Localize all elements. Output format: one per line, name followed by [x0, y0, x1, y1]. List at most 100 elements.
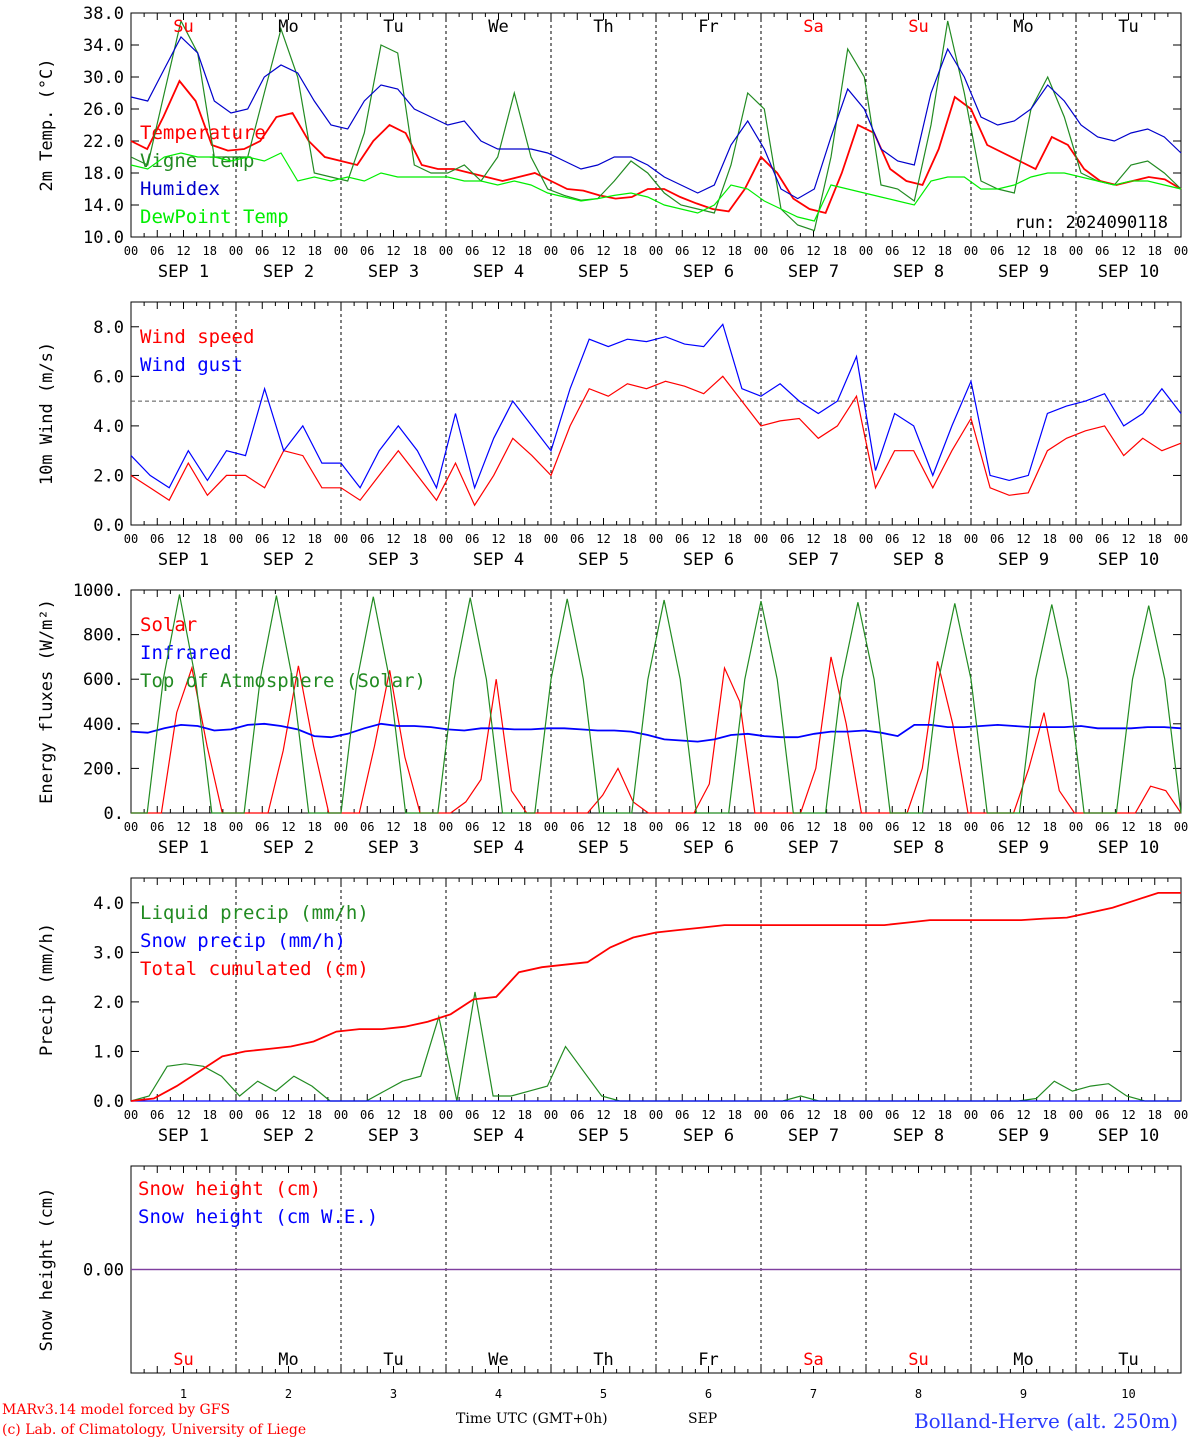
- panel-1: 10.0 14.0 18.0 22.0 26.0 30.0 34.0 38.0 2m Temp.…: [37, 4, 1188, 282]
- hour-tick-label: 00: [1069, 1108, 1083, 1122]
- day-number-label: 10: [1121, 1387, 1135, 1401]
- hour-tick-label: 06: [675, 820, 689, 834]
- hour-tick-label: 06: [255, 1108, 269, 1122]
- model-credit: MARv3.14 model forced by GFS: [2, 1402, 230, 1418]
- y-axis-label: Precip (mm/h): [37, 923, 57, 1056]
- series-line-0: [130, 375, 1182, 507]
- hour-tick-label: 00: [124, 820, 138, 834]
- hour-tick-label: 00: [334, 244, 348, 258]
- hour-tick-label: 06: [465, 820, 479, 834]
- hour-tick-label: 18: [203, 532, 217, 546]
- weekday-label: Tu: [1118, 17, 1138, 37]
- day-number-label: 3: [390, 1387, 397, 1401]
- hour-tick-label: 00: [649, 532, 663, 546]
- hour-tick-label: 18: [833, 532, 847, 546]
- hour-tick-label: 12: [1016, 244, 1030, 258]
- hour-tick-label: 18: [1148, 244, 1162, 258]
- weekday-label: Su: [173, 17, 193, 37]
- y-tick-label: 200.: [83, 759, 124, 779]
- date-label: SEP 10: [1098, 550, 1159, 570]
- weekday-label: Tu: [1118, 1350, 1138, 1370]
- weekday-label: Mo: [278, 17, 298, 37]
- hour-tick-label: 18: [623, 532, 637, 546]
- legend-entry: Snow precip (mm/h): [140, 930, 346, 952]
- series-line-1: [130, 722, 1182, 743]
- hour-tick-label: 00: [754, 1108, 768, 1122]
- hour-tick-label: 00: [124, 244, 138, 258]
- weekday-label: Su: [908, 17, 928, 37]
- y-tick-label: 30.0: [83, 68, 124, 88]
- hour-tick-label: 18: [1043, 1108, 1057, 1122]
- hour-tick-label: 12: [1121, 532, 1135, 546]
- hour-tick-label: 12: [1121, 1108, 1135, 1122]
- weekday-label: Sa: [803, 1350, 823, 1370]
- panel-4: 0.0 1.0 2.0 3.0 4.0 Precip (mm/h) Liquid preci…: [37, 877, 1188, 1146]
- date-label: SEP 3: [368, 262, 419, 282]
- hour-tick-label: 00: [1174, 532, 1188, 546]
- hour-tick-label: 12: [1016, 1108, 1030, 1122]
- hour-tick-label: 00: [124, 1108, 138, 1122]
- legend-entry: Top of Atmosphere (Solar): [140, 670, 426, 692]
- hour-tick-label: 06: [675, 244, 689, 258]
- legend-entry: Snow height (cm): [138, 1178, 321, 1200]
- date-label: SEP 10: [1098, 262, 1159, 282]
- legend-entry: Humidex: [140, 178, 220, 200]
- hour-tick-label: 00: [229, 244, 243, 258]
- y-tick-label: 34.0: [83, 36, 124, 56]
- series-line-2: [130, 892, 1181, 1102]
- hour-tick-label: 00: [859, 244, 873, 258]
- weekday-label: Fr: [698, 17, 718, 37]
- hour-tick-label: 18: [938, 532, 952, 546]
- hour-tick-label: 06: [780, 820, 794, 834]
- day-number-label: 1: [180, 1387, 187, 1401]
- hour-tick-label: 12: [176, 820, 190, 834]
- hour-tick-label: 00: [439, 244, 453, 258]
- hour-tick-label: 12: [911, 532, 925, 546]
- hour-tick-label: 00: [649, 820, 663, 834]
- hour-tick-label: 00: [334, 1108, 348, 1122]
- hour-tick-label: 06: [150, 244, 164, 258]
- hour-tick-label: 18: [833, 244, 847, 258]
- y-tick-label: 6.0: [93, 367, 124, 387]
- date-label: SEP 1: [158, 262, 209, 282]
- hour-tick-label: 06: [570, 1108, 584, 1122]
- hour-tick-label: 18: [518, 1108, 532, 1122]
- date-label: SEP 8: [893, 838, 944, 858]
- hour-tick-label: 00: [754, 244, 768, 258]
- hour-tick-label: 00: [754, 820, 768, 834]
- hour-tick-label: 18: [1043, 244, 1057, 258]
- day-number-label: 5: [600, 1387, 607, 1401]
- hour-tick-label: 00: [1174, 244, 1188, 258]
- time-axis-label: Time UTC (GMT+0h): [456, 1411, 608, 1427]
- date-label: SEP 8: [893, 550, 944, 570]
- hour-tick-label: 00: [124, 532, 138, 546]
- hour-tick-label: 00: [964, 1108, 978, 1122]
- date-label: SEP 7: [788, 1126, 839, 1146]
- day-number-label: 4: [495, 1387, 502, 1401]
- date-label: SEP 3: [368, 1126, 419, 1146]
- y-tick-label: 1.0: [93, 1042, 124, 1062]
- legend-entry: Liquid precip (mm/h): [140, 902, 369, 924]
- hour-tick-label: 18: [203, 820, 217, 834]
- hour-tick-label: 06: [255, 244, 269, 258]
- hour-tick-label: 00: [229, 532, 243, 546]
- legend-entry: Wind speed: [140, 326, 254, 348]
- hour-tick-label: 06: [780, 532, 794, 546]
- date-label: SEP 9: [998, 1126, 1049, 1146]
- hour-tick-label: 06: [990, 1108, 1004, 1122]
- hour-tick-label: 06: [885, 532, 899, 546]
- hour-tick-label: 12: [596, 532, 610, 546]
- hour-tick-label: 06: [1095, 244, 1109, 258]
- y-tick-label: 8.0: [93, 318, 124, 338]
- date-label: SEP 9: [998, 262, 1049, 282]
- day-number-label: 8: [915, 1387, 922, 1401]
- hour-tick-label: 00: [439, 820, 453, 834]
- hour-tick-label: 06: [990, 820, 1004, 834]
- hour-tick-label: 06: [1095, 532, 1109, 546]
- hour-tick-label: 06: [465, 244, 479, 258]
- hour-tick-label: 06: [885, 820, 899, 834]
- hour-tick-label: 12: [806, 1108, 820, 1122]
- date-label: SEP 2: [263, 838, 314, 858]
- hour-tick-label: 12: [596, 820, 610, 834]
- hour-tick-label: 18: [518, 532, 532, 546]
